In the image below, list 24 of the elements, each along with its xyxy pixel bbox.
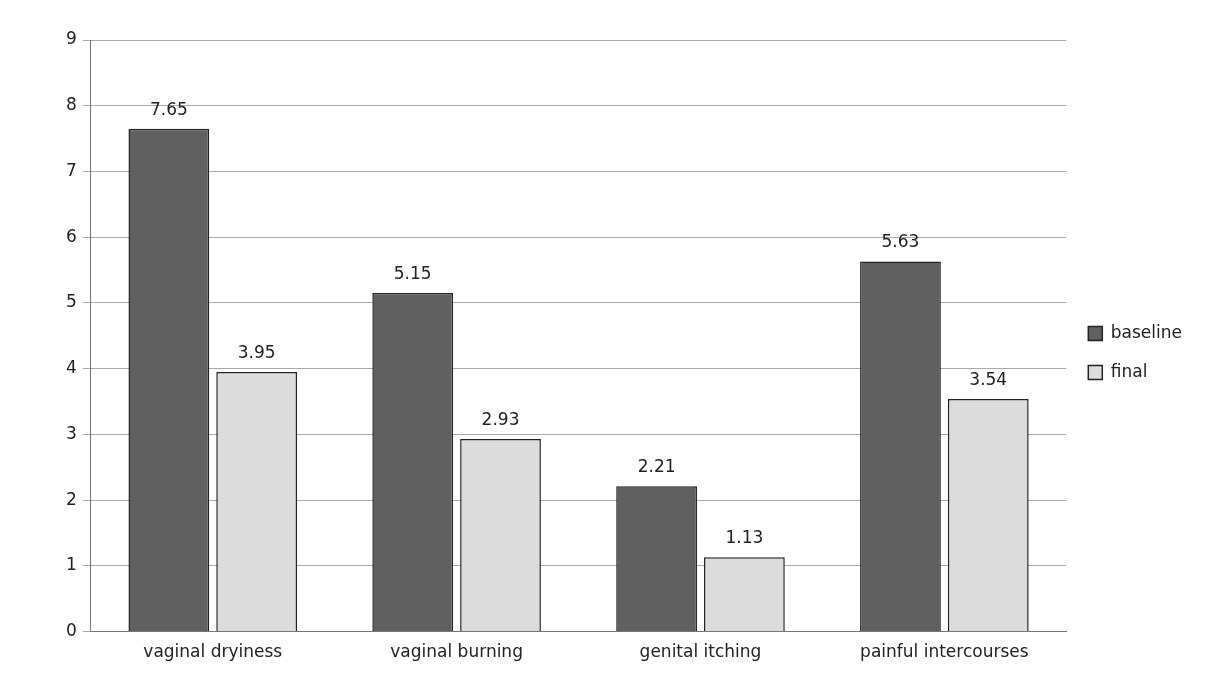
y-tick-label: 4 [65,357,77,378]
y-tick-label: 7 [65,159,77,180]
y-tick-label: 5 [65,291,77,312]
y-tick-label: 2 [65,488,77,509]
data-label: 3.54 [969,368,1008,389]
x-tick-label: vaginal burning [390,641,523,662]
y-tick-label: 6 [65,225,77,246]
x-tick-label: genital itching [639,641,762,662]
data-label: 7.65 [149,98,188,119]
data-label: 3.95 [237,341,276,362]
data-label: 2.93 [481,408,520,429]
y-tick-label: 9 [65,28,77,49]
y-tick-label: 0 [65,620,77,641]
data-label: 1.13 [725,527,764,548]
data-label: 5.15 [393,263,432,283]
legend-label: final [1110,360,1148,381]
legend-label: baseline [1110,321,1183,342]
data-label: 2.21 [637,456,676,477]
x-tick-label: painful intercourses [860,641,1029,662]
y-tick-label: 3 [65,422,77,443]
data-label: 5.63 [881,231,920,252]
x-tick-label: vaginal dryiness [143,641,283,662]
y-tick-label: 8 [65,94,77,115]
y-tick-label: 1 [65,554,77,575]
